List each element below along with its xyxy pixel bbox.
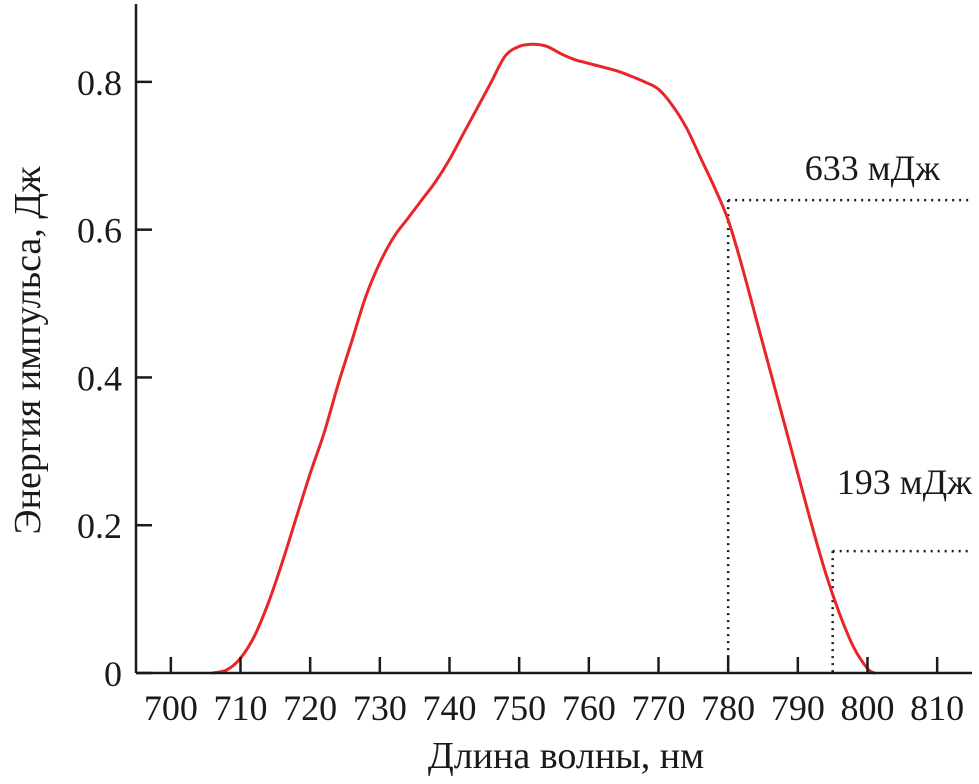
x-tick-label: 800 bbox=[841, 688, 895, 728]
x-tick-label: 720 bbox=[283, 688, 337, 728]
x-tick-label: 760 bbox=[562, 688, 616, 728]
y-tick-label: 0 bbox=[104, 654, 122, 694]
x-tick-label: 710 bbox=[214, 688, 268, 728]
x-tick-label: 780 bbox=[701, 688, 755, 728]
x-tick-label: 700 bbox=[144, 688, 198, 728]
x-axis-ticks: 700 710 720 730 740 750 760 770 780 790 800 810 bbox=[144, 657, 964, 728]
y-tick-label: 0.4 bbox=[77, 358, 122, 398]
x-tick-label: 790 bbox=[771, 688, 825, 728]
x-tick-label: 810 bbox=[910, 688, 964, 728]
guide-lines bbox=[726, 198, 970, 673]
y-tick-label: 0.6 bbox=[77, 211, 122, 251]
energy-annotation: 193 мДж bbox=[837, 462, 973, 502]
y-axis-title: Энергия импульса, Дж bbox=[7, 166, 49, 535]
annotations: 633 мДж 193 мДж bbox=[805, 148, 973, 502]
y-axis-ticks: 0 0.2 0.4 0.6 0.8 bbox=[77, 63, 152, 694]
x-axis-title: Длина волны, нм bbox=[428, 735, 704, 777]
y-tick-label: 0.2 bbox=[77, 506, 122, 546]
energy-curve-series bbox=[211, 42, 876, 675]
x-tick-label: 730 bbox=[353, 688, 407, 728]
energy-annotation: 633 мДж bbox=[805, 148, 941, 188]
x-tick-label: 770 bbox=[632, 688, 686, 728]
y-tick-label: 0.8 bbox=[77, 63, 122, 103]
x-tick-label: 740 bbox=[423, 688, 477, 728]
x-tick-label: 750 bbox=[492, 688, 546, 728]
